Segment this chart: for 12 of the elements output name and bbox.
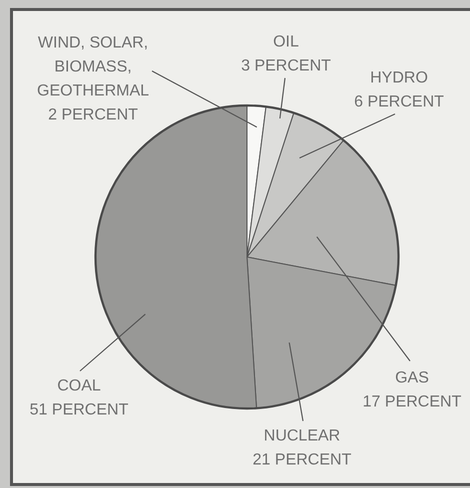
slice-label: NUCLEAR (264, 427, 340, 444)
slice-label: COAL (57, 377, 101, 394)
data-label: 51 PERCENT (30, 401, 129, 418)
slice-label: GAS (395, 369, 429, 386)
data-label: 2 PERCENT (48, 106, 138, 124)
data-label: 21 PERCENT (252, 451, 352, 468)
slice-label: WIND, SOLAR, BIOMASS, GEOTHERMAL (36, 34, 150, 100)
slice-label: HYDRO (370, 69, 428, 86)
slice-label: OIL (273, 33, 299, 50)
data-label: 17 PERCENT (362, 393, 462, 410)
data-label: 3 PERCENT (241, 57, 332, 74)
data-label: 6 PERCENT (354, 93, 444, 110)
